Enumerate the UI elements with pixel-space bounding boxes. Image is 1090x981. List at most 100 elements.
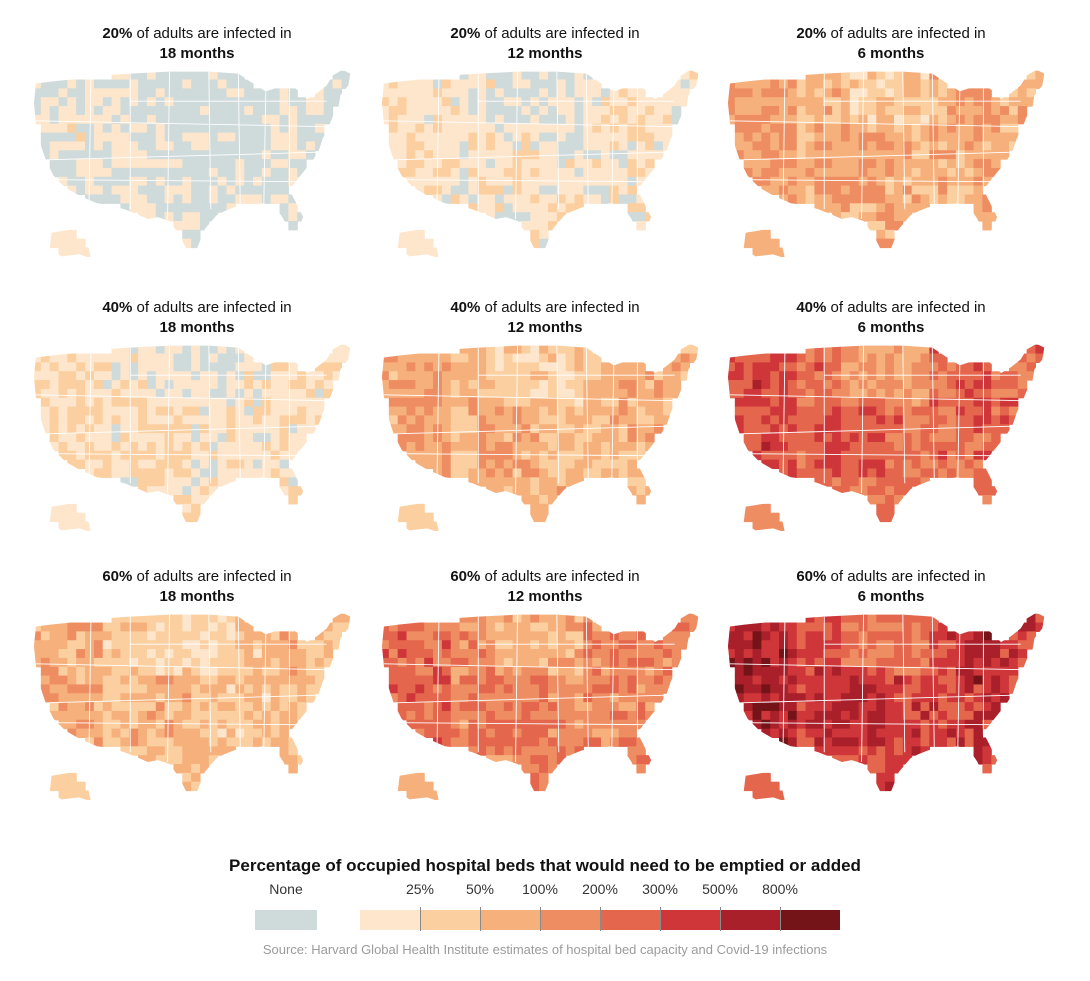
hospital-region-cell	[503, 380, 514, 390]
hospital-region-cell	[40, 388, 51, 399]
hospital-region-cell	[885, 763, 895, 774]
hospital-region-cell	[609, 141, 620, 151]
hospital-region-cell	[111, 710, 122, 721]
hospital-region-cell	[182, 737, 192, 747]
hospital-region-cell	[33, 640, 42, 650]
hospital-region-cell	[858, 719, 869, 730]
hospital-region-cell	[627, 371, 637, 381]
hospital-region-cell	[424, 521, 434, 531]
small-multiples-grid: 20% of adults are infected in 18 months 20…	[24, 24, 1045, 800]
hospital-region-cell	[618, 97, 629, 107]
hospital-region-cell	[76, 397, 86, 408]
hospital-region-cell	[574, 371, 584, 381]
hospital-region-cell	[805, 114, 816, 125]
hospital-region-cell	[235, 70, 245, 81]
hospital-region-cell	[40, 415, 51, 425]
hospital-region-cell	[199, 203, 210, 213]
hospital-region-cell	[93, 397, 104, 408]
hospital-region-cell	[601, 631, 611, 641]
hospital-region-cell	[129, 675, 139, 686]
hospital-region-cell	[521, 167, 531, 178]
hospital-region-cell	[182, 194, 192, 204]
hospital-region-cell	[146, 719, 157, 730]
hospital-region-cell	[547, 763, 558, 774]
hospital-region-cell	[920, 406, 930, 417]
hospital-region-cell	[627, 649, 637, 659]
hospital-region-cell	[341, 622, 351, 632]
hospital-region-cell	[261, 702, 272, 712]
hospital-region-cell	[244, 97, 254, 107]
hospital-region-cell	[840, 622, 851, 632]
hospital-region-cell	[226, 468, 236, 478]
hospital-region-cell	[102, 150, 113, 160]
hospital-region-cell	[823, 362, 833, 372]
hospital-region-cell	[530, 675, 540, 686]
hospital-region-cell	[486, 344, 496, 355]
hospital-region-cell	[208, 666, 219, 677]
legend-swatch	[540, 910, 600, 930]
hospital-region-cell	[261, 167, 272, 178]
hospital-region-cell	[964, 406, 975, 417]
hospital-region-cell	[512, 666, 523, 677]
hospital-region-cell	[618, 441, 629, 452]
hospital-region-cell	[173, 397, 183, 408]
hospital-region-cell	[982, 167, 992, 178]
hospital-region-cell	[450, 176, 461, 187]
hospital-region-cell	[120, 194, 130, 204]
hospital-region-cell	[823, 97, 833, 107]
hospital-region-cell	[261, 88, 272, 98]
hospital-region-cell	[734, 631, 745, 641]
hospital-region-cell	[129, 477, 139, 487]
hospital-region-cell	[832, 167, 842, 178]
hospital-region-cell	[770, 450, 780, 461]
hospital-region-cell	[734, 640, 745, 650]
hospital-region-cell	[743, 132, 754, 143]
hospital-region-cell	[424, 675, 434, 686]
hospital-region-cell	[770, 710, 780, 721]
hospital-region-cell	[938, 406, 948, 417]
panel-title: 20% of adults are infected in 18 months	[24, 24, 370, 64]
hospital-region-cell	[459, 123, 470, 134]
hospital-region-cell	[288, 702, 298, 712]
hospital-region-cell	[849, 468, 860, 478]
hospital-region-cell	[521, 397, 531, 408]
hospital-region-cell	[556, 123, 567, 134]
hospital-region-cell	[805, 159, 816, 169]
panel-label: of adults are infected in	[480, 299, 640, 316]
hospital-region-cell	[76, 415, 86, 425]
hospital-region-cell	[58, 167, 68, 178]
hospital-region-cell	[770, 512, 780, 523]
hospital-region-cell	[840, 371, 851, 381]
hospital-region-cell	[938, 649, 948, 659]
hospital-region-cell	[297, 114, 307, 125]
hospital-region-cell	[770, 719, 780, 730]
hospital-region-cell	[85, 388, 95, 399]
hospital-region-cell	[486, 450, 496, 461]
hospital-region-cell	[415, 790, 425, 800]
hospital-region-cell	[58, 106, 68, 116]
hospital-region-cell	[494, 371, 505, 381]
hospital-region-cell	[876, 657, 886, 668]
hospital-region-cell	[486, 666, 496, 677]
hospital-region-cell	[920, 415, 930, 425]
hospital-region-cell	[947, 675, 957, 686]
hospital-region-cell	[840, 114, 851, 125]
hospital-region-cell	[173, 675, 183, 686]
hospital-region-cell	[547, 220, 558, 231]
hospital-region-cell	[654, 150, 664, 160]
hospital-region-cell	[973, 397, 983, 408]
hospital-region-cell	[332, 640, 343, 650]
hospital-region-cell	[805, 185, 816, 196]
hospital-region-cell	[787, 176, 798, 187]
panel-label: of adults are infected in	[132, 299, 292, 316]
hospital-region-cell	[323, 97, 334, 107]
hospital-region-cell	[120, 141, 130, 151]
hospital-region-cell	[662, 657, 673, 668]
hospital-region-cell	[885, 728, 895, 739]
hospital-region-cell	[601, 710, 611, 721]
hospital-region-cell	[129, 397, 139, 408]
hospital-region-cell	[217, 353, 228, 363]
hospital-region-cell	[120, 737, 130, 747]
hospital-region-cell	[102, 459, 113, 470]
hospital-region-cell	[459, 737, 470, 747]
